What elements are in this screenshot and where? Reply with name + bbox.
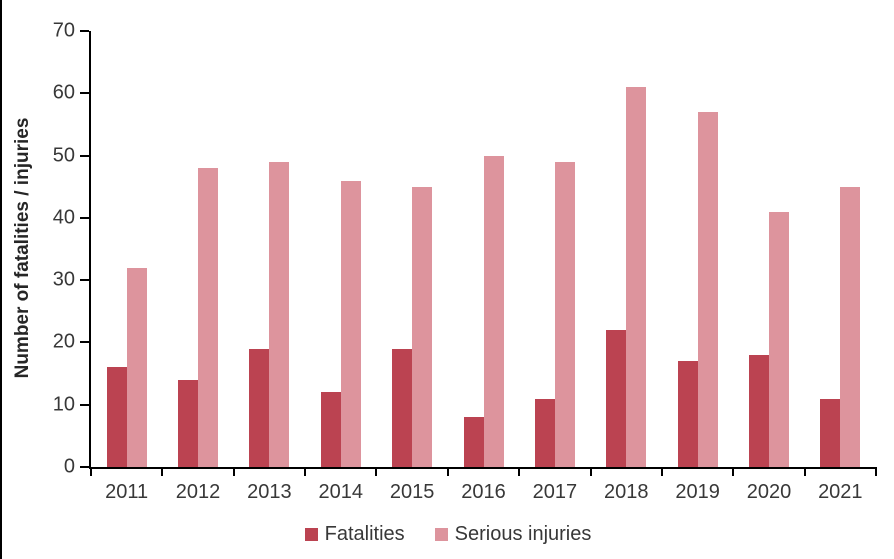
bar-fatalities-2015 [392,348,413,467]
y-axis-title: Number of fatalities / injuries [12,117,33,379]
x-tick-mark [875,467,877,476]
x-tick-label: 2012 [175,481,221,503]
legend-label-fatalities: Fatalities [324,522,405,545]
x-tick-label: 2016 [461,481,506,503]
bar-fatalities-2020 [748,354,769,467]
x-tick-mark [375,467,377,476]
bar-serious-injuries-2015 [412,186,433,467]
bar-serious-injuries-2014 [340,180,361,467]
x-tick-mark [233,467,235,476]
y-tick-mark [80,466,89,468]
x-tick-mark [447,467,449,476]
bar-serious-injuries-2020 [768,211,789,467]
x-tick-mark [304,467,306,476]
x-tick-mark [161,467,163,476]
x-tick-label: 2020 [746,481,792,503]
bar-serious-injuries-2011 [126,267,147,467]
x-tick-mark [590,467,592,476]
y-tick-label: 70 [52,19,75,42]
x-tick-mark [518,467,520,476]
bar-fatalities-2014 [320,392,341,467]
y-tick-mark [80,216,89,219]
legend-item-fatalities: Fatalities [304,522,405,546]
plot-area: 0 10 20 30 40 50 60 70 2011 2012 2013 2014 2015 2016 2… [53,20,877,503]
x-tick-label: 2013 [247,481,292,503]
bar-fatalities-2013 [249,348,270,467]
bar-serious-injuries-2019 [697,111,718,467]
y-tick-label: 0 [63,455,75,478]
y-tick-label: 40 [52,206,75,229]
legend-label-serious-injuries: Serious injuries [454,522,592,545]
y-tick-label: 20 [52,330,75,353]
x-tick-label: 2017 [532,481,578,503]
x-tick-mark [90,467,92,476]
y-tick-mark [80,154,89,157]
y-tick-mark [80,403,89,406]
bar-fatalities-2016 [463,417,484,467]
y-tick-mark [80,341,89,344]
x-tick-label: 2014 [318,481,364,503]
bar-serious-injuries-2016 [483,155,504,467]
y-tick-mark [80,30,89,32]
legend-swatch-serious-injuries [434,527,448,541]
bar-fatalities-2012 [178,379,199,467]
y-tick-mark [80,92,89,95]
x-tick-label: 2021 [818,481,863,503]
x-tick-mark [661,467,663,476]
bar-fatalities-2019 [677,361,698,467]
y-tick-label: 30 [52,268,75,291]
bar-serious-injuries-2012 [198,168,219,467]
legend-item-serious-injuries: Serious injuries [434,522,592,546]
y-tick-label: 60 [52,81,75,104]
bar-serious-injuries-2017 [554,161,575,467]
y-tick-mark [80,279,89,282]
bar-serious-injuries-2013 [269,161,290,467]
legend-swatch-fatalities [304,527,318,541]
x-tick-label: 2018 [603,481,649,503]
x-tick-mark [732,467,734,476]
bar-fatalities-2017 [534,398,555,467]
x-tick-label: 2015 [389,481,435,503]
x-tick-label: 2019 [675,481,720,503]
legend: Fatalities Serious injuries [2,520,894,548]
bar-serious-injuries-2021 [840,186,861,467]
y-tick-label: 10 [52,393,75,416]
y-tick-label: 50 [52,144,75,167]
x-tick-mark [804,467,806,476]
bar-fatalities-2011 [106,367,127,467]
x-tick-label: 2011 [105,481,149,503]
bar-fatalities-2021 [820,398,841,467]
bar-fatalities-2018 [606,329,627,467]
bar-serious-injuries-2018 [626,87,647,467]
